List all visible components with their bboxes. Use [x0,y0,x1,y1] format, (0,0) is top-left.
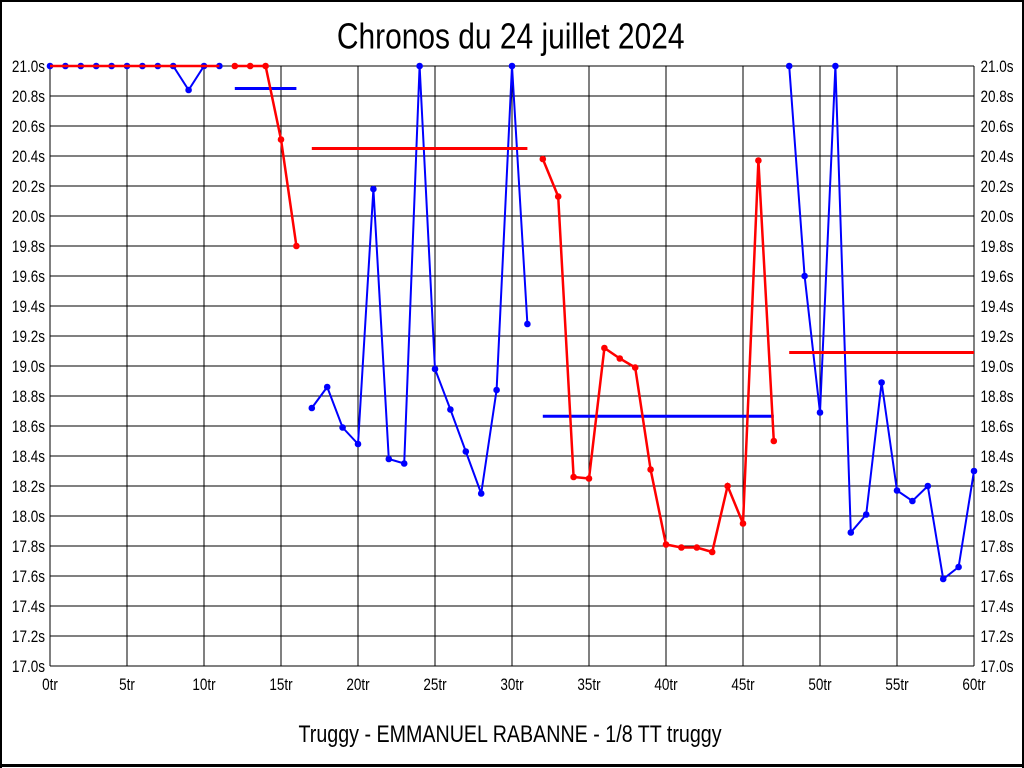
svg-text:17.8s: 17.8s [980,538,1013,557]
svg-text:18.0s: 18.0s [980,508,1013,527]
svg-text:19.0s: 19.0s [980,358,1013,377]
svg-text:18.2s: 18.2s [980,478,1013,497]
svg-text:17.6s: 17.6s [12,568,45,587]
svg-text:17.4s: 17.4s [12,598,45,617]
svg-text:19.2s: 19.2s [12,328,45,347]
svg-text:17.0s: 17.0s [980,658,1013,677]
svg-text:19.4s: 19.4s [12,298,45,317]
svg-text:20.4s: 20.4s [12,148,45,167]
svg-text:55tr: 55tr [885,676,908,695]
svg-text:10tr: 10tr [192,676,215,695]
svg-text:0tr: 0tr [42,676,58,695]
svg-text:20.8s: 20.8s [980,88,1013,107]
svg-text:18.8s: 18.8s [980,388,1013,407]
svg-text:21.0s: 21.0s [12,58,45,77]
svg-text:18.2s: 18.2s [12,478,45,497]
svg-text:19.8s: 19.8s [980,238,1013,257]
svg-text:Chronos du 24 juillet 2024: Chronos du 24 juillet 2024 [337,17,685,57]
svg-text:20.6s: 20.6s [12,118,45,137]
svg-text:30tr: 30tr [500,676,523,695]
svg-text:25tr: 25tr [423,676,446,695]
svg-text:21.0s: 21.0s [980,58,1013,77]
svg-text:19.2s: 19.2s [980,328,1013,347]
svg-text:19.6s: 19.6s [12,268,45,287]
svg-text:19.4s: 19.4s [980,298,1013,317]
svg-text:19.6s: 19.6s [980,268,1013,287]
svg-text:40tr: 40tr [654,676,677,695]
svg-text:Truggy - EMMANUEL RABANNE - 1/: Truggy - EMMANUEL RABANNE - 1/8 TT trugg… [299,720,722,747]
svg-text:15tr: 15tr [269,676,292,695]
svg-text:20.0s: 20.0s [12,208,45,227]
svg-text:17.2s: 17.2s [12,628,45,647]
svg-text:18.4s: 18.4s [980,448,1013,467]
svg-text:35tr: 35tr [577,676,600,695]
svg-text:17.6s: 17.6s [980,568,1013,587]
svg-text:18.4s: 18.4s [12,448,45,467]
svg-text:50tr: 50tr [808,676,831,695]
svg-text:20.8s: 20.8s [12,88,45,107]
svg-text:18.6s: 18.6s [980,418,1013,437]
svg-text:17.4s: 17.4s [980,598,1013,617]
svg-text:20.6s: 20.6s [980,118,1013,137]
svg-text:18.8s: 18.8s [12,388,45,407]
svg-text:60tr: 60tr [962,676,985,695]
svg-text:20.2s: 20.2s [12,178,45,197]
svg-text:5tr: 5tr [119,676,135,695]
svg-text:45tr: 45tr [731,676,754,695]
svg-text:20.4s: 20.4s [980,148,1013,167]
svg-text:18.6s: 18.6s [12,418,45,437]
svg-text:17.2s: 17.2s [980,628,1013,647]
svg-text:18.0s: 18.0s [12,508,45,527]
svg-text:20.0s: 20.0s [980,208,1013,227]
svg-text:19.8s: 19.8s [12,238,45,257]
svg-text:20tr: 20tr [346,676,369,695]
svg-text:17.8s: 17.8s [12,538,45,557]
svg-text:19.0s: 19.0s [12,358,45,377]
svg-text:20.2s: 20.2s [980,178,1013,197]
svg-text:17.0s: 17.0s [12,658,45,677]
